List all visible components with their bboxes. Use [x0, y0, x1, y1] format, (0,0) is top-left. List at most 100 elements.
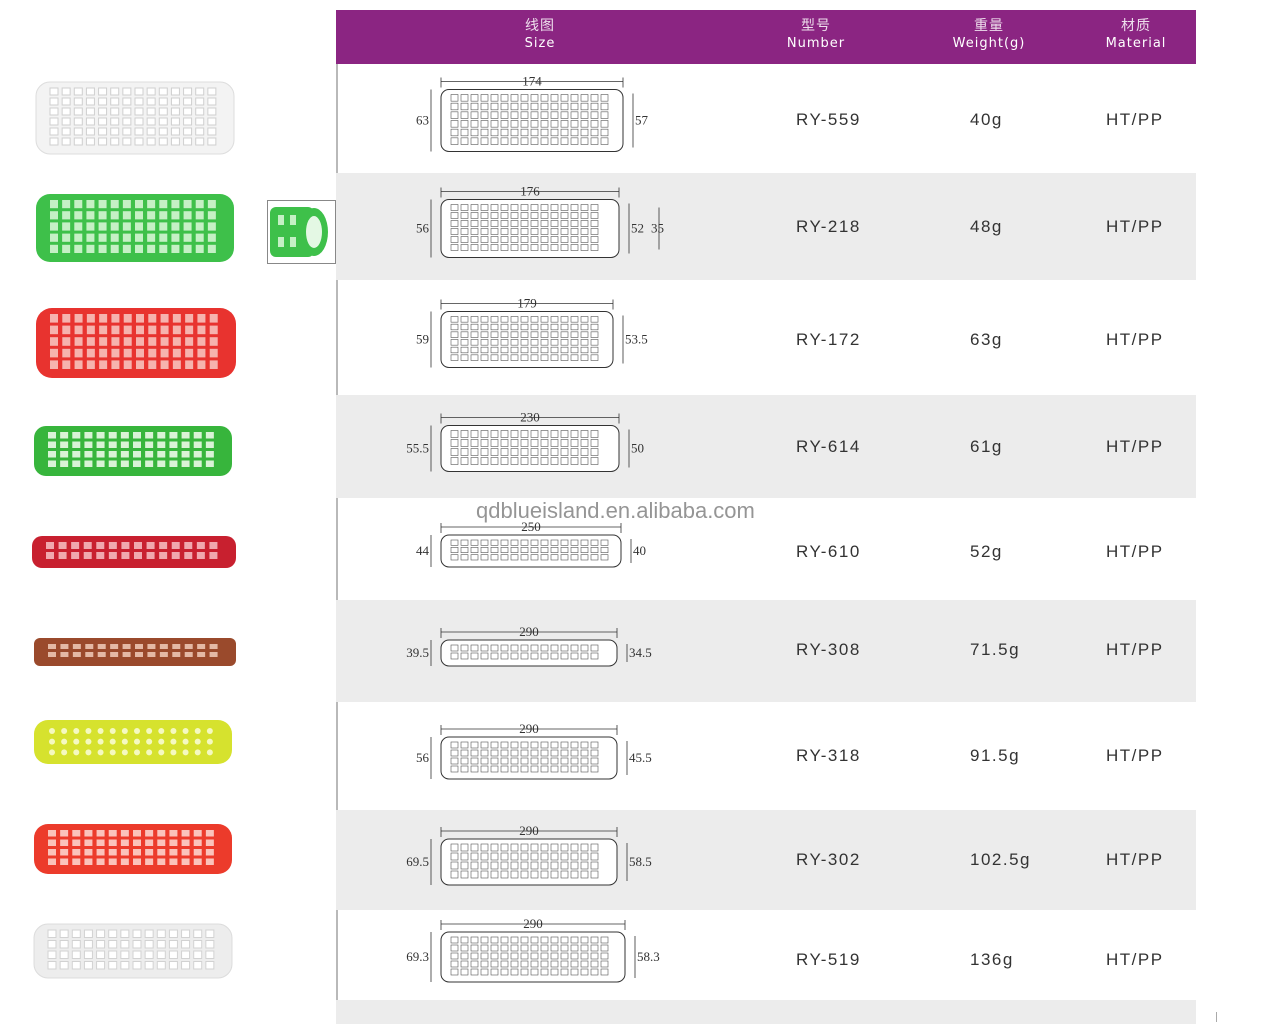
roller-hole — [146, 97, 156, 106]
roller-hole — [490, 757, 499, 765]
roller-drawing: 176 56 52 35 — [416, 184, 664, 258]
roller-hole — [181, 441, 190, 448]
table-row: 290 56 45.5 RY-318 91.5g HT/PP — [336, 702, 1196, 810]
roller-hole — [108, 830, 117, 837]
roller-hole — [86, 222, 95, 231]
table-footer-bar — [336, 1000, 1196, 1024]
roller-holes — [50, 200, 216, 253]
roller-hole — [470, 644, 479, 652]
roller-hole — [520, 843, 529, 852]
roller-hole — [72, 849, 81, 856]
roller-hole — [62, 233, 71, 242]
roller-hole — [48, 441, 56, 448]
roller-hole — [460, 843, 469, 852]
roller-hole — [530, 220, 539, 227]
roller-hole — [550, 870, 559, 879]
roller-hole — [580, 212, 589, 219]
roller-hole — [510, 843, 519, 852]
roller-hole — [540, 554, 549, 561]
model-number: RY-318 — [796, 746, 861, 765]
roller-hole — [120, 849, 129, 856]
roller-hole — [121, 542, 130, 549]
roller-hole — [560, 457, 569, 465]
roller-hole — [158, 107, 168, 116]
roller-hole — [181, 849, 190, 856]
roller-hole — [185, 325, 194, 335]
roller-hole — [590, 204, 599, 211]
roller-hole — [160, 360, 169, 369]
roller-hole — [560, 448, 569, 456]
roller-hole — [530, 457, 539, 465]
roller-hole — [85, 127, 95, 136]
roller-hole — [470, 220, 479, 227]
roller-hole — [540, 212, 549, 219]
roller-hole — [110, 117, 120, 126]
roller-hole — [530, 228, 539, 235]
roller-hole — [490, 843, 499, 852]
roller-hole — [530, 448, 539, 456]
roller-hole — [510, 448, 519, 456]
product-image-ry-610 — [30, 534, 240, 572]
roller-hole — [590, 960, 599, 968]
roller-hole — [120, 830, 129, 837]
roller-hole — [135, 644, 143, 649]
roller-hole — [470, 94, 479, 102]
roller-hole — [570, 749, 579, 757]
roller-hole — [450, 94, 459, 102]
length-label: 176 — [520, 184, 540, 199]
roller-hole — [460, 228, 469, 235]
roller-hole — [490, 936, 499, 944]
roller-holes — [46, 542, 218, 559]
roller-hole — [83, 950, 93, 959]
roller-hole — [120, 929, 130, 938]
roller-hole — [510, 644, 519, 652]
roller-hole — [590, 316, 599, 323]
roller-hole — [520, 212, 529, 219]
roller-hole — [540, 952, 549, 960]
roller-hole — [530, 757, 539, 765]
roller-outline — [440, 931, 626, 983]
roller-hole — [570, 128, 579, 137]
roller-hole — [500, 111, 509, 119]
roller-hole — [570, 220, 579, 227]
length-label: 290 — [519, 823, 539, 838]
roller-hole — [540, 852, 549, 861]
roller-hole — [85, 107, 95, 116]
roller-hole — [183, 200, 192, 209]
roller-hole — [450, 323, 459, 331]
roller-hole — [570, 861, 579, 870]
roller-hole — [450, 228, 459, 235]
roller-hole — [97, 644, 106, 649]
roller-dot — [73, 749, 80, 756]
roller-hole — [195, 127, 205, 136]
technical-drawing: 290 69.5 58.5 — [406, 810, 676, 910]
roller-hole — [580, 448, 589, 456]
roller-hole — [520, 204, 529, 211]
roller-hole — [50, 222, 58, 231]
roller-hole — [540, 944, 549, 952]
roller-hole — [122, 137, 132, 146]
roller-hole — [122, 222, 131, 231]
roller-hole — [207, 244, 216, 253]
roller-hole — [60, 839, 69, 846]
roller-hole — [157, 858, 166, 865]
roller-hole — [550, 457, 559, 465]
technical-drawing: 176 56 52 35 — [406, 173, 676, 280]
roller-hole — [110, 652, 119, 657]
roller-hole — [520, 652, 529, 660]
roller-dot — [158, 749, 165, 756]
roller-hole — [470, 960, 479, 968]
roller-hole — [520, 339, 529, 346]
roller-hole — [480, 870, 489, 879]
roller-hole — [450, 539, 459, 546]
roller-hole — [490, 439, 499, 447]
roller-hole — [570, 843, 579, 852]
roller-hole — [209, 314, 218, 323]
roller-hole — [580, 843, 589, 852]
roller-hole — [73, 107, 83, 116]
roller-hole — [58, 552, 67, 559]
roller-hole — [570, 448, 579, 456]
weight-value: 61g — [970, 437, 1003, 456]
roller-hole — [207, 107, 217, 116]
roller-hole — [520, 861, 529, 870]
